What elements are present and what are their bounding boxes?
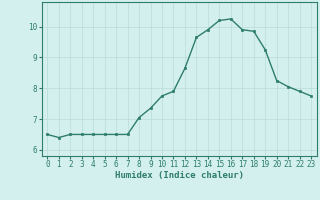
X-axis label: Humidex (Indice chaleur): Humidex (Indice chaleur) (115, 171, 244, 180)
